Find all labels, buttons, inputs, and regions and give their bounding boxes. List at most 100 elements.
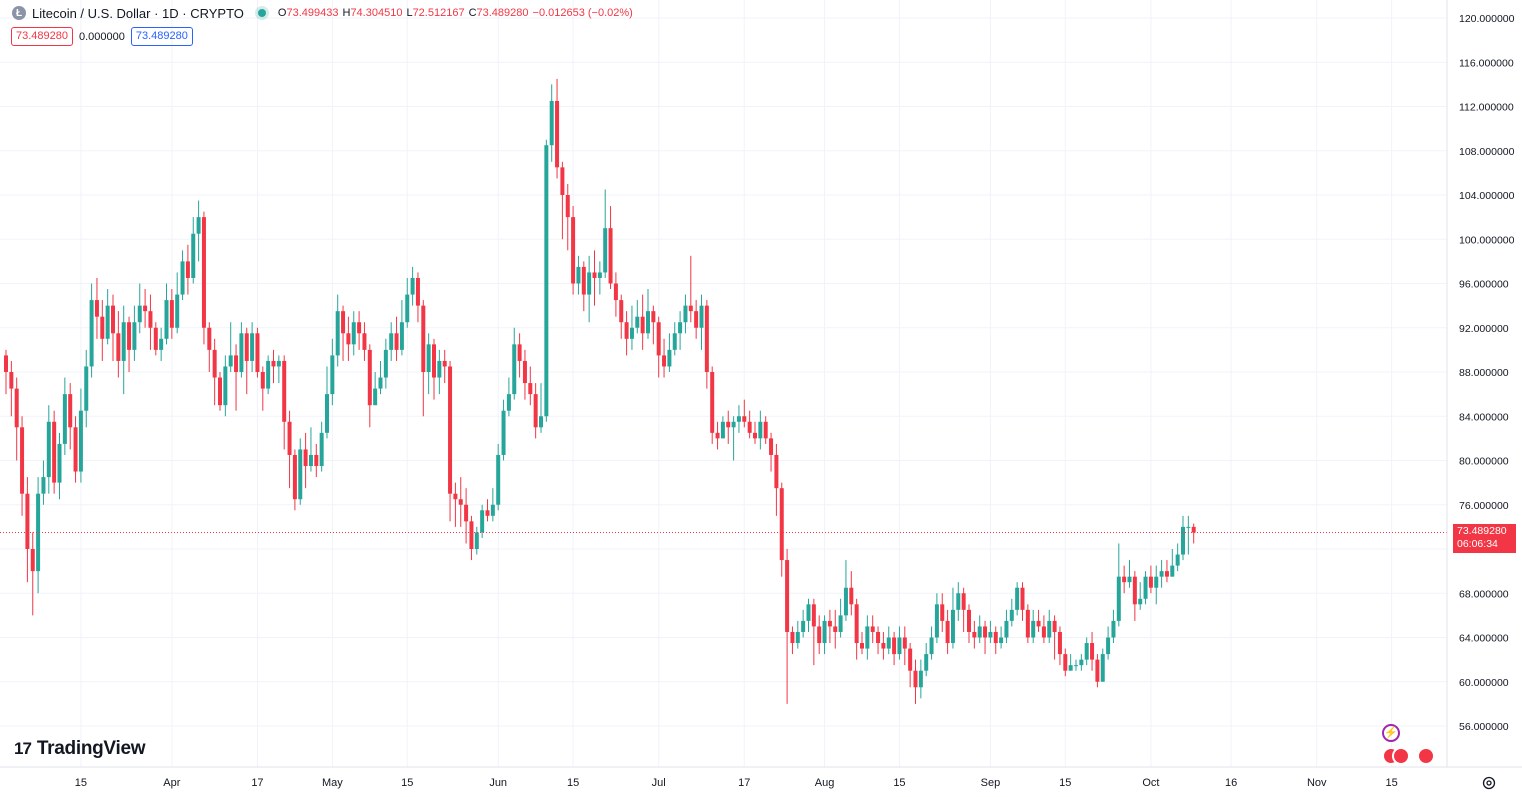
candle <box>180 250 185 301</box>
tradingview-logo[interactable]: 17 TradingView <box>14 738 146 760</box>
candle <box>1057 626 1062 666</box>
candle <box>448 360 453 522</box>
candle <box>1148 565 1153 594</box>
candle <box>672 322 677 356</box>
symbol-header[interactable]: Ł Litecoin / U.S. Dollar · 1D · CRYPTO O… <box>12 5 633 21</box>
symbol-title[interactable]: Litecoin / U.S. Dollar · 1D · CRYPTO <box>32 5 244 21</box>
candle <box>817 615 822 655</box>
x-tick-label: 16 <box>1225 777 1237 789</box>
candle <box>62 377 67 455</box>
candle <box>127 316 132 372</box>
candle <box>1138 582 1143 610</box>
y-tick-label: 108.000000 <box>1459 146 1515 158</box>
candle <box>876 626 881 655</box>
x-tick-label: 15 <box>567 777 579 789</box>
candle <box>30 532 35 616</box>
candle <box>137 283 142 334</box>
ohlc-close-value: 73.489280 <box>476 7 529 19</box>
y-tick-label: 80.000000 <box>1459 456 1509 468</box>
candle <box>822 615 827 655</box>
x-tick-label: Oct <box>1142 777 1159 789</box>
candle <box>41 460 46 505</box>
candle <box>779 482 784 577</box>
x-tick-label: 17 <box>738 777 750 789</box>
us-flag-icon[interactable] <box>1392 747 1410 765</box>
candle <box>303 432 308 489</box>
candle <box>330 338 335 406</box>
candle <box>972 620 977 649</box>
candle <box>453 482 458 527</box>
candle <box>373 372 378 406</box>
ohlc-high-value: 74.304510 <box>350 7 403 19</box>
candle <box>159 327 164 361</box>
y-tick-label: 92.000000 <box>1459 323 1509 335</box>
time-axis[interactable]: 15 Apr 17 May 15 Jun 15 Jul 17 Aug 15 Sep 15 Oct 16 Nov… <box>75 777 1398 789</box>
candle-series <box>4 78 1196 704</box>
candle <box>1004 609 1009 644</box>
candle <box>36 477 41 594</box>
candle <box>378 360 383 395</box>
candle <box>522 349 527 400</box>
market-status-icon[interactable] <box>257 9 266 17</box>
candle <box>1191 523 1196 544</box>
candle <box>1009 598 1014 627</box>
candle <box>886 626 891 655</box>
gear-icon[interactable] <box>1481 775 1497 791</box>
candle <box>341 305 346 361</box>
candle <box>656 316 661 378</box>
candle <box>801 609 806 638</box>
candle <box>234 344 239 411</box>
candle <box>999 626 1004 649</box>
candle <box>78 388 83 483</box>
candle <box>555 78 560 179</box>
candle <box>565 183 570 251</box>
ohlc-high-key: H <box>342 7 351 19</box>
candle <box>94 277 99 339</box>
candle <box>1036 609 1041 632</box>
candle <box>576 255 581 295</box>
price-axis[interactable]: 56.00000060.00000064.00000068.00000072.0… <box>1459 13 1515 733</box>
candle <box>1095 654 1100 688</box>
us-flag-icon[interactable] <box>1417 747 1435 765</box>
candle <box>218 372 222 411</box>
candle <box>1122 565 1127 594</box>
candle <box>544 139 549 422</box>
candle <box>20 416 25 516</box>
lightning-icon[interactable]: ⚡ <box>1382 724 1400 742</box>
x-tick-label: 15 <box>1386 777 1398 789</box>
x-tick-label: 15 <box>1059 777 1071 789</box>
x-tick-label: Apr <box>163 777 180 789</box>
candle <box>646 289 650 339</box>
candle <box>742 399 747 428</box>
candle <box>325 366 329 439</box>
candle <box>196 200 201 262</box>
last-price-tag: 73.489280 06:06:34 <box>1453 524 1516 553</box>
candle <box>1084 637 1089 666</box>
candle <box>662 338 667 378</box>
candle <box>228 322 233 372</box>
candle <box>276 355 281 384</box>
buy-button[interactable]: 73.489280 <box>130 27 193 46</box>
candle <box>924 643 929 677</box>
y-tick-label: 100.000000 <box>1459 234 1515 246</box>
candle <box>651 305 656 345</box>
sell-button[interactable]: 73.489280 <box>11 27 73 46</box>
candle <box>437 349 442 395</box>
candle <box>512 327 517 400</box>
candle <box>940 593 945 632</box>
candle <box>533 383 538 439</box>
candle <box>731 416 736 461</box>
candle <box>319 421 324 472</box>
candle <box>1186 515 1191 555</box>
candle <box>357 311 362 350</box>
y-tick-label: 56.000000 <box>1459 721 1509 733</box>
y-tick-label: 60.000000 <box>1459 677 1509 689</box>
candle <box>988 620 993 644</box>
candle <box>983 620 988 655</box>
candle <box>918 659 923 699</box>
candle <box>560 161 565 240</box>
candle <box>1068 654 1073 671</box>
bar-countdown: 06:06:34 <box>1457 538 1498 550</box>
candle <box>250 322 255 372</box>
